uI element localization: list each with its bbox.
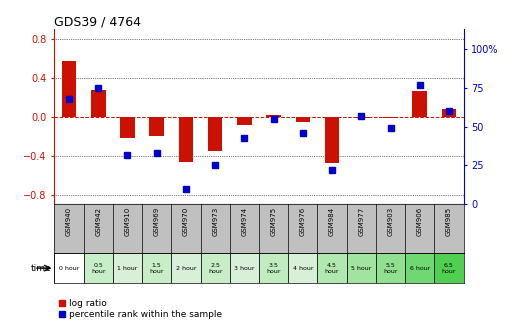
- Bar: [412, 91, 427, 117]
- Text: 0 hour: 0 hour: [59, 266, 79, 271]
- Text: GDS39 / 4764: GDS39 / 4764: [54, 15, 141, 28]
- Bar: [435, 253, 464, 283]
- Bar: [208, 117, 222, 151]
- Text: GSM984: GSM984: [329, 207, 335, 236]
- Text: GSM969: GSM969: [154, 207, 160, 236]
- Text: 3.5
hour: 3.5 hour: [266, 263, 281, 274]
- Bar: [347, 253, 376, 283]
- Text: 6 hour: 6 hour: [410, 266, 430, 271]
- Bar: [237, 117, 252, 125]
- Text: GSM970: GSM970: [183, 207, 189, 236]
- Bar: [113, 253, 142, 283]
- Bar: [354, 117, 369, 118]
- Bar: [142, 253, 171, 283]
- Bar: [383, 117, 398, 118]
- Text: GSM974: GSM974: [241, 207, 248, 236]
- Text: GSM975: GSM975: [270, 207, 277, 236]
- Bar: [54, 253, 83, 283]
- Text: 5 hour: 5 hour: [351, 266, 371, 271]
- Text: time: time: [31, 264, 52, 273]
- Text: 2 hour: 2 hour: [176, 266, 196, 271]
- Bar: [149, 117, 164, 136]
- Text: GSM976: GSM976: [300, 207, 306, 236]
- Legend: log ratio, percentile rank within the sample: log ratio, percentile rank within the sa…: [59, 299, 222, 319]
- Bar: [179, 117, 193, 162]
- Bar: [296, 117, 310, 122]
- Bar: [325, 117, 339, 163]
- Text: 0.5
hour: 0.5 hour: [91, 263, 106, 274]
- Text: 3 hour: 3 hour: [234, 266, 255, 271]
- Text: GSM942: GSM942: [95, 207, 101, 236]
- Bar: [405, 253, 435, 283]
- Bar: [200, 253, 230, 283]
- Text: 6.5
hour: 6.5 hour: [442, 263, 456, 274]
- Bar: [376, 253, 405, 283]
- Bar: [120, 117, 135, 138]
- Bar: [230, 253, 259, 283]
- Text: GSM910: GSM910: [124, 207, 131, 236]
- Text: GSM906: GSM906: [417, 207, 423, 236]
- Bar: [91, 90, 106, 117]
- Text: 1 hour: 1 hour: [117, 266, 138, 271]
- Text: 5.5
hour: 5.5 hour: [383, 263, 398, 274]
- Bar: [442, 109, 456, 117]
- Bar: [171, 253, 200, 283]
- Text: GSM977: GSM977: [358, 207, 364, 236]
- Bar: [266, 115, 281, 117]
- Text: GSM940: GSM940: [66, 207, 72, 236]
- Text: 2.5
hour: 2.5 hour: [208, 263, 222, 274]
- Text: GSM973: GSM973: [212, 207, 218, 236]
- Text: GSM903: GSM903: [387, 207, 394, 236]
- Text: 4.5
hour: 4.5 hour: [325, 263, 339, 274]
- Bar: [62, 60, 76, 117]
- Bar: [83, 253, 113, 283]
- Bar: [288, 253, 318, 283]
- Text: 4 hour: 4 hour: [293, 266, 313, 271]
- Text: 1.5
hour: 1.5 hour: [150, 263, 164, 274]
- Text: GSM985: GSM985: [446, 207, 452, 236]
- Bar: [318, 253, 347, 283]
- Bar: [259, 253, 288, 283]
